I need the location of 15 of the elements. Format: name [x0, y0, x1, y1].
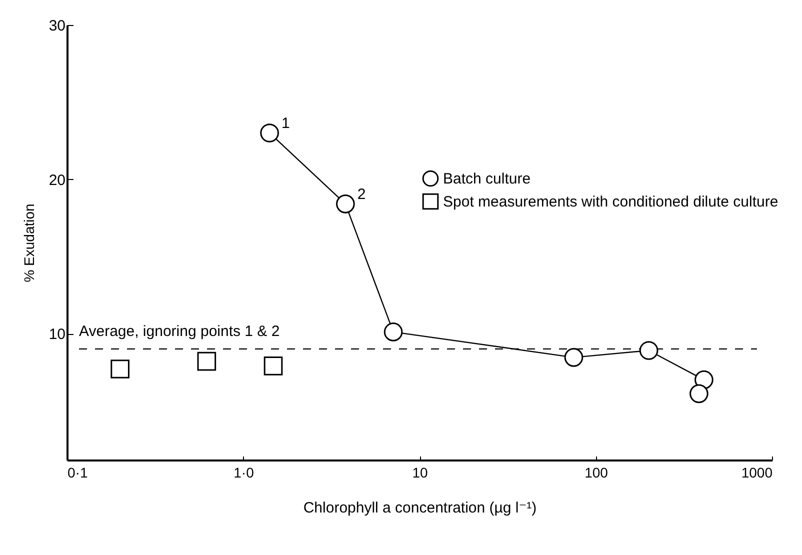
- annotation: 2: [357, 186, 366, 203]
- y-tick-label: 30: [48, 18, 66, 34]
- x-tick-label: 100: [584, 464, 608, 480]
- y-tick-label: 20: [48, 172, 66, 189]
- y-tick-label: 10: [48, 326, 66, 344]
- x-tick-label: 1000: [741, 464, 773, 480]
- x-axis-title: Chlorophyll a concentration (µg l⁻¹): [303, 500, 537, 516]
- annotation: 1: [282, 114, 290, 132]
- x-tick-label: 0·1: [68, 464, 88, 480]
- legend-label: Batch culture: [443, 170, 531, 188]
- x-tick-label: 1·0: [234, 464, 254, 480]
- ref-line-label: Average, ignoring points 1 & 2: [79, 322, 280, 340]
- x-tick-label: 10: [412, 464, 428, 480]
- legend-label: Spot measurements with conditioned dilute culture: [443, 194, 778, 210]
- y-axis-title: % Exudation: [20, 204, 37, 282]
